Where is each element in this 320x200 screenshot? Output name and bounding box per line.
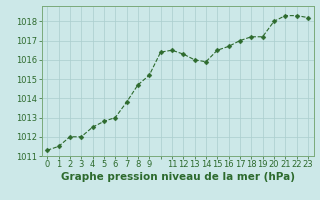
X-axis label: Graphe pression niveau de la mer (hPa): Graphe pression niveau de la mer (hPa) xyxy=(60,172,295,182)
